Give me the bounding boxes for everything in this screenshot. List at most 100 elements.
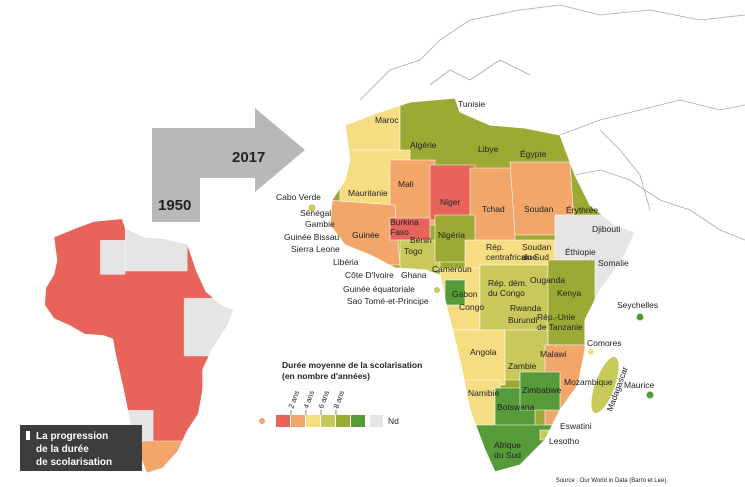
country-label: Angola xyxy=(470,347,497,357)
country-label: Malawi xyxy=(540,349,567,359)
legend-nd xyxy=(370,415,383,427)
other-continents xyxy=(359,4,745,241)
map-2017 xyxy=(329,97,636,473)
legend-dot xyxy=(259,418,265,424)
country-label: Maurice xyxy=(624,380,655,390)
legend: Durée moyenne de la scolarisation(en nom… xyxy=(259,360,422,427)
country-label: Eswatini xyxy=(560,421,592,431)
country-label: Faso xyxy=(390,227,409,237)
country-label: Burundi xyxy=(508,315,537,325)
country-label: Mauritanie xyxy=(348,188,388,198)
country-label: Gabon xyxy=(452,289,478,299)
region xyxy=(100,240,126,275)
country-label: Ouganda xyxy=(530,275,565,285)
region xyxy=(125,226,188,272)
legend-swatch xyxy=(306,415,320,427)
legend-title: (en nombre d'années) xyxy=(282,371,370,381)
country-label: Soudan xyxy=(522,242,552,252)
country-label: Zimbabwe xyxy=(522,385,561,395)
title-line: de la durée xyxy=(36,444,89,455)
country-label: Djibouti xyxy=(592,224,620,234)
legend-tick-label: 2 ans xyxy=(286,389,301,410)
country-label: Sao Tomé-et-Principe xyxy=(347,296,429,306)
country-label: Lesotho xyxy=(549,436,580,446)
country-label: Égypte xyxy=(520,149,547,159)
country-label: Cabo Verde xyxy=(276,192,321,202)
country-label: Éthiopie xyxy=(565,247,596,257)
country-label: Congo xyxy=(459,302,484,312)
africa xyxy=(330,98,635,472)
country-label: Nigéria xyxy=(438,230,465,240)
country-label: Afrique xyxy=(494,440,521,450)
country-label: Mozambique xyxy=(564,377,613,387)
country-label: Guinée xyxy=(352,230,380,240)
country-label: de Tanzanie xyxy=(537,322,583,332)
country-label: Sierra Leone xyxy=(291,244,340,254)
region xyxy=(547,259,596,346)
country-label: Seychelles xyxy=(617,300,658,310)
country-label: Botswana xyxy=(497,402,535,412)
country-label: Kenya xyxy=(557,288,581,298)
region xyxy=(429,164,476,221)
country-label: Burkina xyxy=(390,217,419,227)
country-label: Mali xyxy=(398,179,414,189)
country-label: Togo xyxy=(404,246,423,256)
legend-swatch xyxy=(291,415,305,427)
country-label: Guinée équatoriale xyxy=(343,284,415,294)
legend-tick-label: 4 ans xyxy=(301,389,316,410)
country-label: du Sud xyxy=(494,450,521,460)
region xyxy=(137,440,194,473)
legend-nd-label: Nd xyxy=(388,416,399,426)
country-label: Tchad xyxy=(482,204,505,214)
country-label: Cameroun xyxy=(432,264,472,274)
region xyxy=(330,99,401,151)
title-box xyxy=(20,425,142,471)
country-label: Zambie xyxy=(508,361,537,371)
source: Source : Our World in Data (Barro et Lee… xyxy=(556,478,669,484)
country-label: Libye xyxy=(478,144,499,154)
madagascar xyxy=(590,356,620,414)
country-label: Namibie xyxy=(468,388,499,398)
country-label: Guinée Bissau xyxy=(284,232,340,242)
country-label: Rép.-Unie xyxy=(537,312,576,322)
legend-tick-label: 6 ans xyxy=(316,389,331,410)
country-label: Érythrée xyxy=(566,205,598,215)
year-2017: 2017 xyxy=(232,149,265,166)
legend-tick-label: 8 ans xyxy=(331,389,346,410)
country-label: Ghana xyxy=(401,270,427,280)
country-label: Maroc xyxy=(375,115,399,125)
region xyxy=(389,159,436,226)
country-label: Bénin xyxy=(410,235,432,245)
country-label: Rwanda xyxy=(510,303,541,313)
country-label: Algérie xyxy=(410,140,437,150)
country-label: Niger xyxy=(440,197,460,207)
country-label: Libéria xyxy=(333,257,359,267)
country-label: Côte D'Ivoire xyxy=(345,270,394,280)
country-label: Gambie xyxy=(305,219,335,229)
arrow xyxy=(152,108,305,222)
country-label: Somalie xyxy=(598,258,629,268)
title-marker xyxy=(26,431,30,440)
country-label: du Sud xyxy=(522,252,549,262)
title-line: de scolarisation xyxy=(36,457,112,468)
country-label: centrafricaine xyxy=(486,252,537,262)
legend-swatch xyxy=(276,415,290,427)
legend-swatch xyxy=(321,415,335,427)
country-label: Soudan xyxy=(524,204,554,214)
region xyxy=(444,279,466,306)
country-label: du Congo xyxy=(488,288,525,298)
island-dots xyxy=(308,204,654,399)
title-line: La progression xyxy=(36,431,108,442)
legend-swatch xyxy=(336,415,350,427)
country-label: Comores xyxy=(587,338,621,348)
country-label: Tunisie xyxy=(458,99,485,109)
legend-title: Durée moyenne de la scolarisation xyxy=(282,360,422,370)
region xyxy=(444,329,506,386)
legend-swatch xyxy=(351,415,365,427)
region xyxy=(183,297,234,357)
country-label: Sénégal xyxy=(300,208,331,218)
country-label: Rép. xyxy=(486,242,504,252)
country-labels: Tunisie Maroc Algérie Libye Égypte Mauritanie… xyxy=(276,99,658,460)
